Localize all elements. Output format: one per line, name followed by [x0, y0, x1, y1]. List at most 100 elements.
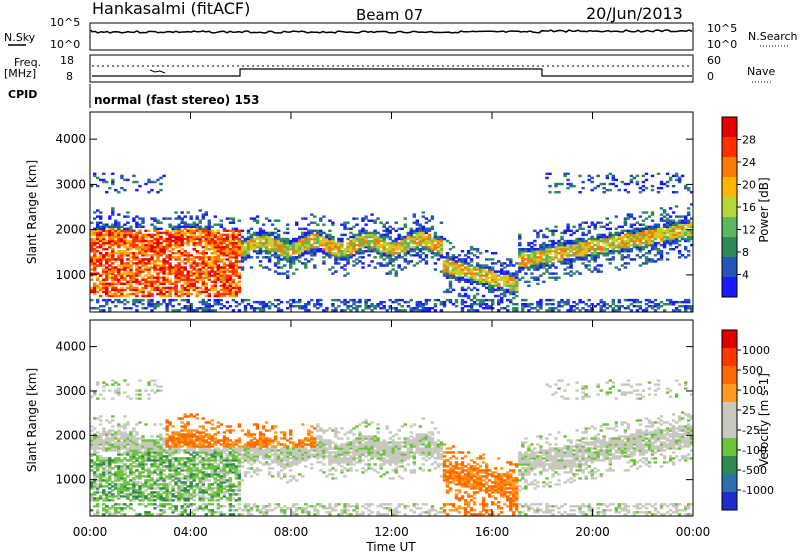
heatmap-cell	[367, 307, 371, 310]
heatmap-cell	[497, 286, 501, 290]
heatmap-cell	[93, 497, 97, 500]
heatmap-cell	[433, 231, 438, 235]
heatmap-cell	[102, 441, 106, 444]
heatmap-cell	[174, 451, 178, 454]
heatmap-cell	[225, 254, 230, 257]
heatmap-cell	[99, 477, 103, 480]
heatmap-cell	[629, 239, 634, 243]
heatmap-cell	[153, 439, 157, 442]
heatmap-cell	[93, 449, 97, 452]
heatmap-cell	[177, 245, 181, 249]
heatmap-cell	[126, 239, 130, 243]
heatmap-cell	[668, 303, 673, 306]
heatmap-cell	[165, 262, 169, 265]
freq-label: Freq.	[14, 56, 41, 69]
heatmap-cell	[180, 235, 184, 239]
heatmap-cell	[96, 455, 100, 458]
heatmap-cell	[180, 233, 184, 237]
heatmap-cell	[126, 395, 130, 398]
heatmap-cell	[687, 235, 691, 239]
heatmap-cell	[216, 268, 221, 271]
heatmap-cell	[219, 233, 224, 237]
heatmap-cell	[635, 298, 640, 302]
heatmap-cell	[620, 254, 625, 257]
heatmap-cell	[551, 264, 555, 267]
heatmap-cell	[192, 239, 196, 243]
heatmap-cell	[647, 235, 652, 239]
heatmap-cell	[105, 284, 109, 288]
heatmap-cell	[141, 303, 145, 306]
heatmap-cell	[162, 477, 166, 480]
heatmap-cell	[132, 258, 136, 261]
heatmap-cell	[475, 288, 480, 292]
heatmap-cell	[102, 239, 106, 243]
heatmap-cell	[560, 300, 564, 304]
heatmap-cell	[355, 223, 359, 226]
heatmap-cell	[569, 184, 573, 188]
heatmap-cell	[370, 235, 374, 239]
heatmap-cell	[93, 254, 97, 257]
heatmap-cell	[132, 274, 136, 277]
heatmap-cell	[494, 272, 498, 275]
heatmap-cell	[171, 461, 175, 464]
heatmap-cell	[213, 270, 218, 273]
heatmap-cell	[162, 465, 166, 468]
heatmap-cell	[258, 227, 263, 231]
heatmap-cell	[518, 243, 522, 247]
heatmap-cell	[276, 272, 281, 275]
heatmap-cell	[289, 256, 293, 259]
heatmap-cell	[313, 239, 317, 243]
heatmap-cell	[557, 191, 561, 194]
heatmap-cell	[394, 252, 398, 255]
heatmap-cell	[129, 229, 133, 233]
heatmap-cell	[234, 227, 239, 231]
heatmap-cell	[93, 174, 97, 178]
heatmap-cell	[153, 229, 157, 233]
heatmap-cell	[472, 274, 477, 277]
heatmap-cell	[198, 252, 202, 255]
heatmap-cell	[509, 264, 513, 267]
heatmap-cell	[111, 268, 115, 271]
heatmap-cell	[183, 258, 187, 261]
heatmap-cell	[222, 268, 227, 271]
heatmap-cell	[168, 280, 172, 284]
heatmap-cell	[165, 461, 169, 464]
heatmap-cell	[608, 233, 613, 237]
heatmap-cell	[623, 239, 628, 243]
heatmap-cell	[129, 227, 133, 231]
heatmap-cell	[478, 305, 483, 308]
heatmap-cell	[506, 288, 510, 292]
heatmap-cell	[159, 270, 163, 273]
heatmap-cell	[129, 435, 133, 438]
heatmap-cell	[322, 223, 326, 226]
heatmap-cell	[494, 270, 498, 273]
heatmap-cell	[135, 274, 139, 277]
heatmap-cell	[171, 469, 175, 472]
heatmap-cell	[168, 461, 172, 464]
heatmap-cell	[99, 481, 103, 484]
heatmap-cell	[331, 266, 335, 269]
heatmap-cell	[322, 260, 326, 263]
heatmap-cell	[560, 252, 564, 255]
heatmap-cell	[117, 479, 121, 482]
heatmap-cell	[662, 309, 667, 312]
heatmap-cell	[159, 248, 163, 251]
heatmap-cell	[611, 252, 616, 255]
heatmap-cell	[249, 243, 254, 247]
heatmap-cell	[171, 443, 175, 446]
heatmap-cell	[174, 235, 178, 239]
heatmap-cell	[102, 298, 106, 302]
heatmap-cell	[340, 239, 344, 243]
heatmap-cell	[144, 233, 148, 237]
heatmap-cell	[494, 280, 498, 284]
heatmap-cell	[156, 459, 160, 462]
heatmap-cell	[105, 491, 109, 494]
heatmap-cell	[421, 307, 426, 310]
heatmap-cell	[135, 221, 139, 224]
heatmap-cell	[90, 443, 94, 446]
heatmap-cell	[289, 258, 293, 261]
heatmap-cell	[120, 176, 124, 180]
heatmap-cell	[581, 227, 585, 231]
heatmap-cell	[90, 248, 94, 251]
